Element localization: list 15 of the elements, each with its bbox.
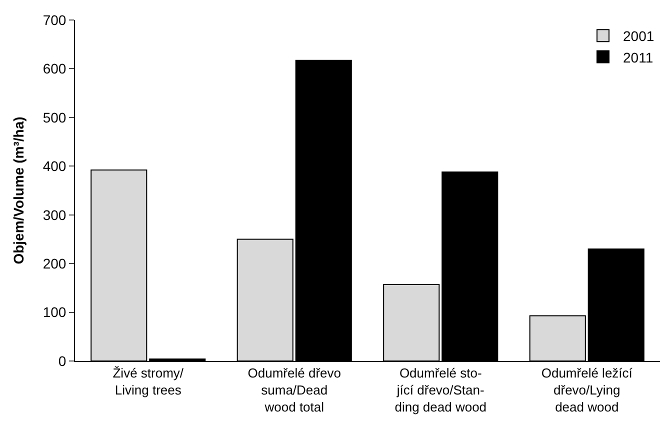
y-tick-label: 100 <box>42 304 66 320</box>
y-tick-label: 500 <box>42 109 66 126</box>
y-tick-label: 300 <box>42 206 66 223</box>
y-tick-label: 200 <box>42 255 66 272</box>
y-tick-label: 400 <box>42 158 66 174</box>
y-tick-label: 600 <box>42 60 66 77</box>
y-axis-title: Objem/Volume (m³/ha) <box>10 116 26 264</box>
x-tick-label: Živé stromy/ Living trees <box>112 366 184 398</box>
y-tick-label: 0 <box>58 352 66 369</box>
legend-label: 2011 <box>623 49 654 66</box>
x-tick-label: Odumřelé sto- jící dřevo/Stan- ding dead wood <box>394 366 487 414</box>
legend-label: 2001 <box>623 28 654 44</box>
y-tick-label: 700 <box>42 12 66 28</box>
x-tick-label: Odumřelé dřevo suma/Dead wood total <box>248 366 341 414</box>
x-tick-label: Odumřelé ležící dřevo/Lying dead wood <box>541 366 633 414</box>
